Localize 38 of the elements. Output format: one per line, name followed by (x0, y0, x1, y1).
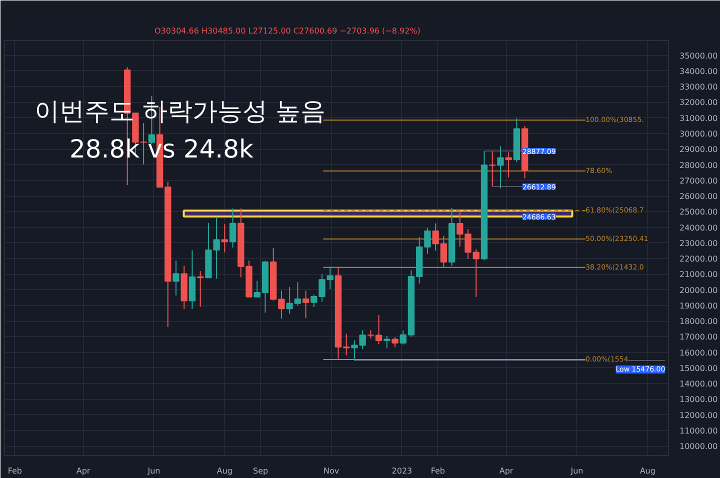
y-tick-label: 26000.00 (680, 192, 718, 202)
y-tick-label: 13000.00 (680, 395, 718, 404)
x-tick-label: Sep (253, 466, 268, 476)
y-tick-label: 25000.00 (680, 208, 718, 217)
y-tick-label: 22000.00 (680, 254, 718, 264)
y-tick-label: 18000.00 (680, 317, 718, 326)
y-tick-label: 20000.00 (680, 286, 718, 295)
y-tick-label: 17000.00 (680, 332, 718, 342)
x-tick-label: Apr (499, 466, 514, 476)
y-tick-label: 30000.00 (680, 130, 718, 139)
y-tick-label: 11000.00 (680, 426, 718, 436)
y-tick-label: 33000.00 (680, 82, 718, 92)
y-tick-label: 24000.00 (680, 223, 718, 232)
x-tick-label: Jun (146, 466, 160, 476)
y-tick-label: 31000.00 (680, 114, 718, 123)
x-tick-label: Feb (430, 466, 445, 476)
x-tick-label: Aug (640, 466, 656, 476)
x-tick-label: 2023 (392, 466, 412, 476)
chart-subtitle: O30304.66 H30485.00 L27125.00 C27600.69 −2703.96 (−8.92%) (154, 26, 420, 36)
y-tick-label: 15000.00 (680, 364, 718, 373)
y-tick-label: 34000.00 (680, 66, 718, 76)
y-tick-label: 27000.00 (680, 176, 718, 186)
x-tick-label: Apr (76, 466, 91, 476)
y-tick-label: 21000.00 (680, 270, 718, 280)
y-tick-label: 23000.00 (680, 238, 718, 248)
x-tick-label: Feb (8, 466, 22, 476)
y-tick-label: 19000.00 (680, 301, 718, 310)
x-tick-label: Aug (216, 466, 232, 476)
x-tick-label: Nov (323, 466, 340, 476)
y-tick-label: 32000.00 (680, 98, 718, 108)
y-tick-label: 16000.00 (680, 348, 718, 358)
y-tick-label: 35000.00 (680, 51, 718, 60)
x-tick-label: Jun (570, 466, 584, 476)
y-tick-label: 28000.00 (680, 160, 718, 170)
y-tick-label: 29000.00 (680, 145, 718, 154)
y-tick-label: 14000.00 (680, 380, 718, 389)
y-tick-label: 10000.00 (680, 442, 718, 452)
y-tick-label: 12000.00 (680, 410, 718, 420)
